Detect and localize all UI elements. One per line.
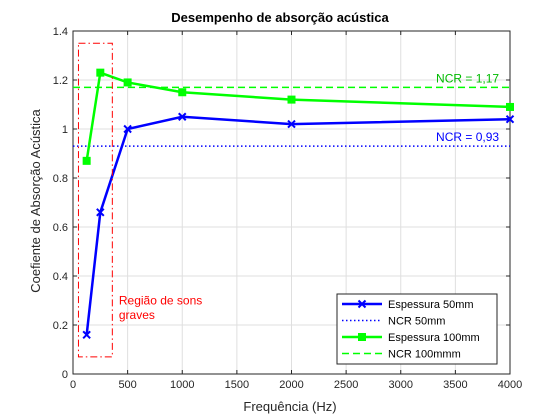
x-tick-label-6: 3000 bbox=[389, 379, 413, 391]
series-layer bbox=[73, 68, 515, 340]
x-tick-label-2: 1000 bbox=[170, 379, 194, 391]
y-axis-label: Coefiente de Absorção Acústica bbox=[28, 108, 43, 292]
data-point-2-4 bbox=[287, 95, 296, 104]
series-line-0 bbox=[85, 115, 511, 335]
legend-item-0: Espessura 50mm bbox=[342, 299, 474, 311]
annotation-3: graves bbox=[119, 308, 155, 322]
data-point-2-0 bbox=[82, 156, 91, 165]
data-point-0-2 bbox=[123, 124, 132, 134]
series-0 bbox=[82, 112, 515, 340]
x-tick-label-8: 4000 bbox=[498, 379, 522, 391]
legend-marker-0 bbox=[357, 299, 367, 309]
legend-label-0: Espessura 50mm bbox=[388, 299, 474, 311]
y-tick-label-4: 0.8 bbox=[53, 173, 68, 185]
annotation-0: NCR = 1,17 bbox=[436, 71, 499, 85]
legend-label-2: Espessura 100mm bbox=[388, 332, 480, 344]
data-point-2-1 bbox=[96, 68, 105, 77]
legend-marker-2 bbox=[358, 333, 366, 341]
annotation-1: NCR = 0,93 bbox=[436, 130, 499, 144]
x-tick-label-3: 1500 bbox=[225, 379, 249, 391]
annotation-2: Região de sons bbox=[119, 294, 202, 308]
data-point-0-3 bbox=[178, 112, 187, 121]
x-axis-label: Frequência (Hz) bbox=[243, 399, 336, 414]
data-point-0-5 bbox=[505, 114, 515, 124]
x-tick-label-5: 2500 bbox=[334, 379, 358, 391]
y-tick-label-3: 0.6 bbox=[53, 222, 68, 234]
chart-title: Desempenho de absorção acústica bbox=[171, 10, 389, 25]
y-tick-label-5: 1 bbox=[62, 124, 68, 136]
legend-label-1: NCR 50mm bbox=[388, 316, 445, 328]
legend: Espessura 50mm NCR 50mm Espessura 100mm NCR… bbox=[336, 293, 498, 365]
data-point-2-3 bbox=[178, 88, 187, 97]
data-point-0-1 bbox=[96, 208, 105, 217]
data-point-2-5 bbox=[506, 102, 514, 111]
x-tick-label-7: 3500 bbox=[443, 379, 467, 391]
legend-item-1: NCR 50mm bbox=[342, 316, 445, 328]
x-tick-label-1: 500 bbox=[118, 379, 136, 391]
legend-item-3: NCR 100mmm bbox=[342, 349, 461, 361]
data-point-0-0 bbox=[82, 330, 91, 340]
y-tick-label-6: 1.2 bbox=[53, 75, 68, 87]
legend-item-2: Espessura 100mm bbox=[342, 332, 480, 344]
x-tick-label-4: 2000 bbox=[279, 379, 303, 391]
y-tick-label-7: 1.4 bbox=[53, 26, 68, 38]
y-tick-label-2: 0.4 bbox=[53, 271, 68, 283]
low-frequency-region-box bbox=[77, 42, 113, 358]
data-point-0-4 bbox=[287, 119, 296, 129]
y-tick-label-1: 0.2 bbox=[53, 320, 68, 332]
axis-ticks: 0 500 1000 1500 2000 2500 3000 3500 4000 0 0.2 0.4 0… bbox=[53, 26, 523, 391]
data-point-2-2 bbox=[123, 78, 132, 87]
x-tick-label-0: 0 bbox=[70, 379, 76, 391]
legend-label-3: NCR 100mmm bbox=[388, 349, 461, 361]
y-tick-label-0: 0 bbox=[62, 369, 68, 381]
